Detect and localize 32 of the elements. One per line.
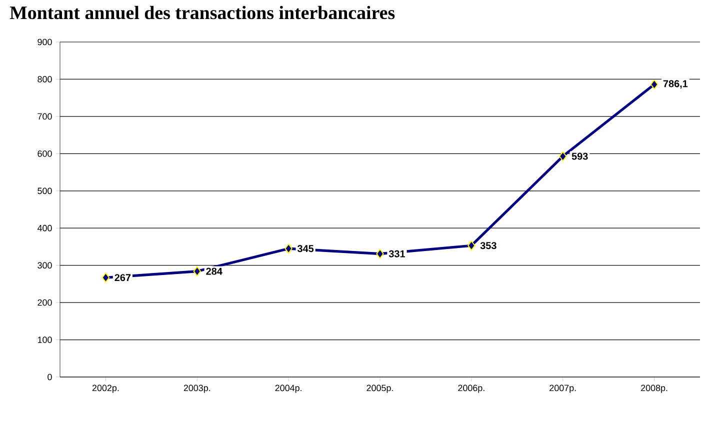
- data-label: 593: [572, 152, 588, 160]
- point: [376, 248, 384, 259]
- data-label: 353: [480, 242, 496, 250]
- y-tick-label: 600: [38, 150, 52, 157]
- x-tick-label: 2002р.: [92, 384, 119, 393]
- y-tick-label: 200: [38, 299, 52, 306]
- point: [284, 244, 292, 254]
- point: [193, 266, 202, 276]
- x-tick-label: 2007р.: [550, 384, 576, 393]
- x-tick-label: 2005р.: [366, 384, 393, 393]
- point: [650, 79, 658, 90]
- data-label: 284: [206, 268, 222, 275]
- y-tick-label: 300: [38, 262, 52, 269]
- point: [102, 272, 110, 283]
- data-label: 267: [114, 274, 131, 282]
- point: [468, 240, 476, 251]
- x-tick-label: 2006р.: [458, 384, 484, 393]
- y-tick-label: 100: [38, 336, 52, 343]
- chart-title: Montant annuel des transactions interbancaires: [10, 6, 395, 20]
- point: [559, 151, 567, 162]
- x-tick-label: 2004р.: [275, 384, 302, 393]
- y-tick-label: 500: [38, 188, 52, 194]
- data-label: 331: [388, 250, 406, 258]
- x-tick-label: 2008р.: [641, 384, 668, 393]
- x-tick-label: 2003р.: [184, 384, 210, 393]
- y-tick-label: 700: [38, 113, 52, 120]
- y-tick-label: 900: [38, 38, 52, 46]
- y-tick-label: 800: [38, 76, 52, 82]
- data-label: 786,1: [663, 80, 688, 89]
- y-tick-label: 0: [48, 374, 52, 380]
- data-label: 345: [297, 245, 314, 252]
- y-tick-label: 400: [37, 224, 52, 232]
